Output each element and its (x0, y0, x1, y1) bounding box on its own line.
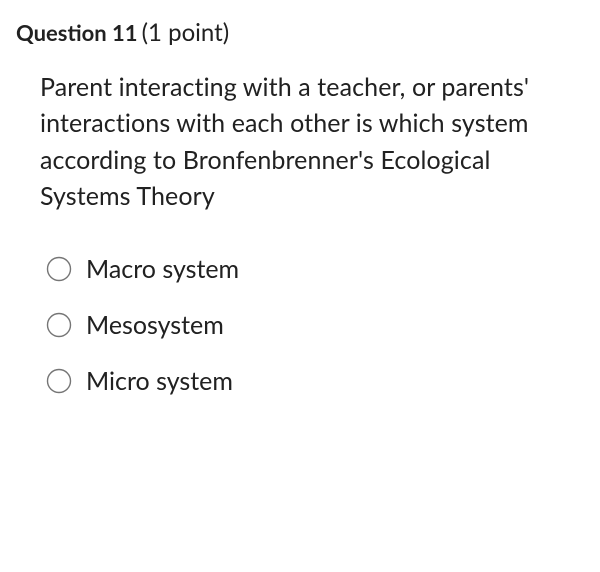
options-group: Macro system Mesosystem Micro system (16, 254, 584, 396)
radio-icon (46, 312, 72, 338)
option-row[interactable]: Macro system (46, 254, 584, 284)
question-points-label: (1 point) (142, 18, 230, 47)
option-label: Macro system (86, 254, 239, 284)
radio-icon (46, 368, 72, 394)
question-number-label: Question 11 (16, 19, 138, 46)
option-row[interactable]: Mesosystem (46, 310, 584, 340)
option-row[interactable]: Micro system (46, 366, 584, 396)
option-label: Mesosystem (86, 310, 224, 340)
option-label: Micro system (86, 366, 233, 396)
question-text: Parent interacting with a teacher, or pa… (16, 69, 584, 214)
question-header: Question 11 (1 point) (16, 18, 584, 47)
radio-icon (46, 256, 72, 282)
